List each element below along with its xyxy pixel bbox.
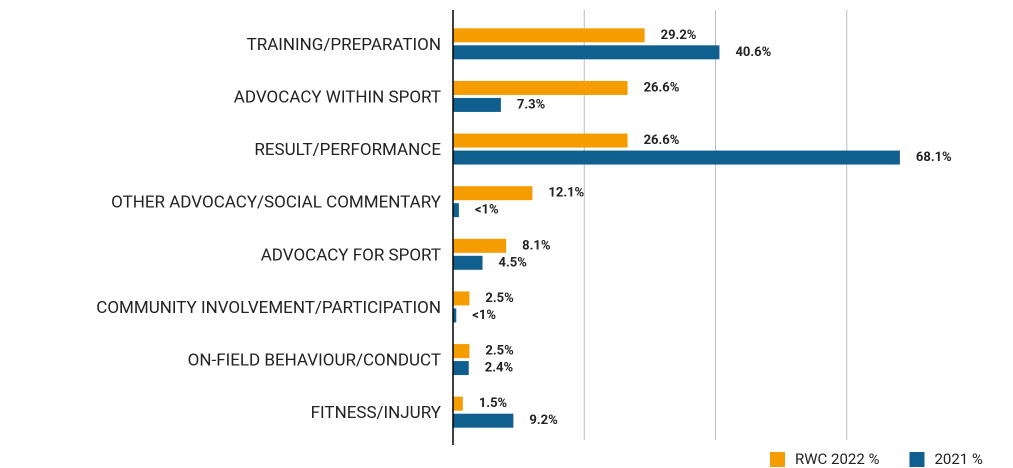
legend-swatch (770, 452, 785, 467)
value-label: 8.1% (522, 238, 551, 253)
category-label: ON-FIELD BEHAVIOUR/CONDUCT (188, 351, 441, 371)
legend-label: RWC 2022 % (795, 450, 879, 468)
value-label: 1.5% (479, 396, 508, 411)
value-label: <1% (475, 203, 499, 218)
bar (453, 396, 463, 411)
bar (453, 413, 514, 428)
bar (453, 97, 501, 112)
category-label: OTHER ADVOCACY/SOCIAL COMMENTARY (111, 193, 442, 213)
bar (453, 308, 457, 323)
value-label: 2.5% (485, 291, 514, 306)
value-label: 26.6% (644, 80, 680, 95)
bar (453, 361, 469, 376)
bar (453, 255, 483, 270)
legend-label: 2021 % (934, 450, 982, 468)
bar (453, 80, 628, 95)
bar (453, 203, 459, 218)
bar (453, 186, 533, 201)
category-label: COMMUNITY INVOLVEMENT/PARTICIPATION (96, 298, 441, 318)
category-label: RESULT/PERFORMANCE (254, 140, 441, 160)
value-label: 12.1% (548, 186, 584, 201)
category-label: ADVOCACY WITHIN SPORT (234, 87, 441, 107)
value-label: 26.6% (644, 133, 680, 148)
value-label: 29.2% (661, 28, 697, 43)
bar (453, 28, 645, 43)
value-label: 40.6% (735, 45, 771, 60)
value-label: 68.1% (916, 150, 952, 165)
value-label: 2.5% (485, 344, 514, 359)
value-label: 2.4% (485, 361, 514, 376)
bar (453, 238, 507, 253)
category-label: ADVOCACY FOR SPORT (261, 245, 441, 265)
value-label: 9.2% (529, 413, 558, 428)
value-label: 4.5% (499, 255, 528, 270)
bar (453, 150, 900, 165)
category-label: FITNESS/INJURY (311, 403, 442, 423)
legend-swatch (909, 452, 925, 467)
value-label: 7.3% (517, 97, 546, 112)
value-label: <1% (472, 308, 496, 323)
bar (453, 344, 470, 359)
bar (453, 133, 628, 148)
bar (453, 291, 470, 306)
bar (453, 45, 720, 60)
category-label: TRAINING/PREPARATION (247, 35, 441, 55)
